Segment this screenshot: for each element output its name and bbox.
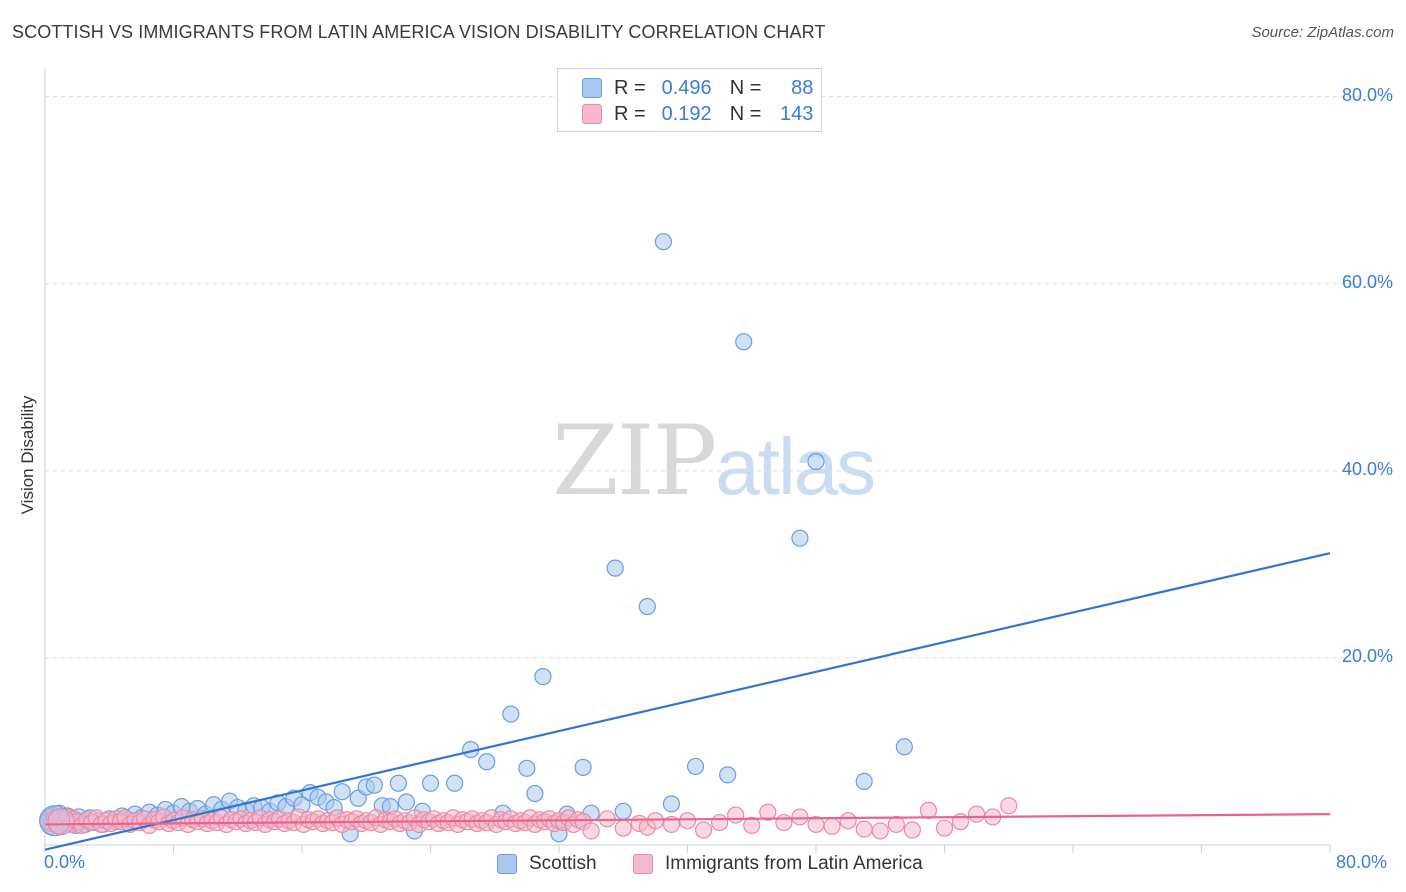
point-latin-america [968, 805, 986, 823]
watermark-zip: ZIP [552, 405, 717, 517]
point-latin-america [887, 815, 905, 834]
y-tick-label: 20.0% [1341, 645, 1393, 666]
point-scottish [791, 529, 809, 547]
point-scottish [445, 774, 464, 792]
bottom-legend-latin-america: Immigrants from Latin America [633, 852, 923, 876]
point-latin-america [855, 820, 873, 838]
point-scottish [735, 333, 753, 351]
source-credit: Source: ZipAtlas.com [1251, 24, 1394, 41]
legend-swatch-latin-america [582, 104, 602, 124]
watermark-atlas: atlas [715, 422, 876, 511]
point-scottish [654, 233, 673, 251]
point-scottish [719, 766, 737, 784]
point-scottish [807, 452, 825, 471]
trendline-latin-america [44, 813, 1331, 826]
point-scottish [518, 759, 536, 777]
point-latin-america [711, 813, 729, 832]
point-scottish [662, 795, 681, 813]
legend-r-label: R = [614, 102, 646, 125]
point-scottish [574, 758, 592, 776]
y-tick-label: 60.0% [1341, 271, 1393, 292]
bottom-legend-label-latin-america: Immigrants from Latin America [665, 853, 923, 874]
point-scottish [895, 738, 913, 756]
point-latin-america [582, 822, 600, 840]
point-scottish [614, 802, 632, 820]
bottom-legend-swatch-latin-america [633, 854, 653, 874]
point-latin-america [775, 813, 793, 832]
point-latin-america [727, 806, 745, 824]
point-latin-america [919, 801, 938, 819]
x-tick-label-max: 80.0% [1336, 852, 1388, 872]
point-scottish [855, 772, 873, 790]
point-scottish [421, 774, 440, 792]
point-scottish [526, 784, 544, 803]
point-scottish [397, 793, 416, 811]
point-scottish [333, 783, 351, 801]
point-scottish [365, 776, 383, 794]
point-scottish [478, 753, 496, 771]
point-scottish [389, 774, 407, 792]
bottom-legend-label-scottish: Scottish [529, 853, 597, 874]
x-tick-label-min: 0.0% [44, 852, 86, 872]
point-scottish [502, 705, 520, 723]
legend-n-value: 143 [780, 102, 814, 125]
legend-row-scottish: R = 0.496 N = 88 [582, 76, 813, 100]
legend-swatch-scottish [582, 78, 602, 98]
point-latin-america [678, 812, 697, 830]
correlation-legend: R = 0.496 N = 88 R = 0.192 N = 143 [557, 68, 822, 132]
legend-n-value: 88 [791, 76, 814, 99]
point-latin-america [791, 808, 809, 826]
chart-title: SCOTTISH VS IMMIGRANTS FROM LATIN AMERIC… [12, 22, 826, 42]
point-latin-america [759, 803, 777, 821]
point-scottish [686, 757, 705, 776]
point-scottish [606, 559, 624, 577]
y-tick-label: 80.0% [1341, 84, 1393, 105]
legend-r-label: R = [614, 76, 646, 99]
point-latin-america [839, 812, 857, 830]
point-latin-america [743, 816, 761, 834]
point-latin-america [1000, 797, 1018, 815]
point-latin-america [646, 812, 664, 830]
y-axis-label: Vision Disability [18, 395, 37, 515]
point-latin-america [694, 821, 713, 839]
trendline-scottish [44, 552, 1331, 851]
legend-n-label: N = [729, 102, 762, 125]
legend-row-latin-america: R = 0.192 N = 143 [582, 102, 813, 126]
bottom-legend-swatch-scottish [497, 854, 517, 874]
legend-n-label: N = [729, 76, 762, 99]
zipatlas-watermark: ZIPatlas [552, 405, 876, 517]
point-scottish [39, 805, 71, 837]
bottom-legend-scottish: Scottish [497, 852, 597, 876]
legend-r-value: 0.192 [661, 102, 712, 125]
point-latin-america [871, 822, 889, 840]
point-latin-america [47, 808, 75, 836]
point-latin-america [903, 821, 921, 839]
point-scottish [534, 668, 552, 686]
point-latin-america [935, 819, 954, 837]
point-scottish [638, 597, 656, 616]
y-tick-label: 40.0% [1341, 458, 1393, 479]
legend-r-value: 0.496 [661, 76, 712, 99]
point-latin-america [823, 817, 841, 835]
point-latin-america [614, 819, 632, 837]
